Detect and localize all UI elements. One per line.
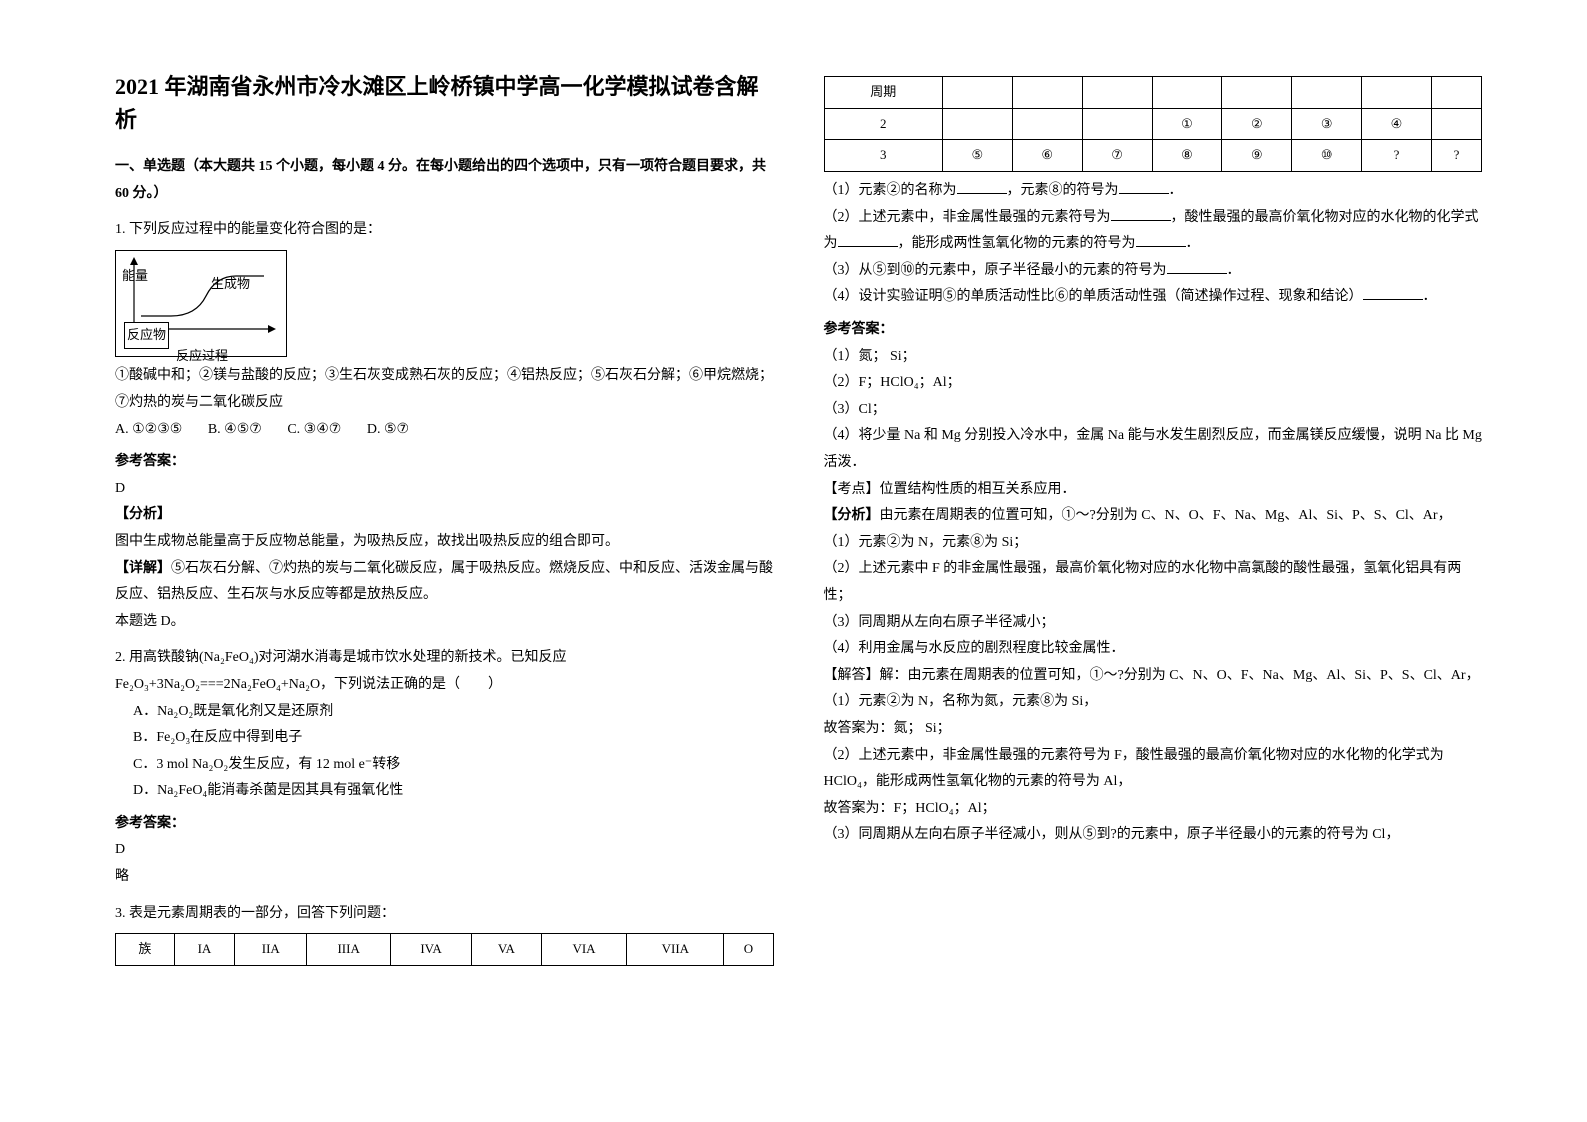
- blank: [1167, 260, 1227, 274]
- q2-answer-label: 参考答案：: [115, 811, 774, 838]
- blank: [1363, 286, 1423, 300]
- q3-part3: （3）从⑤到⑩的元素中，原子半径最小的元素的符号为．: [824, 258, 1483, 285]
- q3-fx3: （3）同周期从左向右原子半径减小；: [824, 610, 1483, 637]
- q3-fx4: （4）利用金属与水反应的剧烈程度比较金属性．: [824, 636, 1483, 663]
- q2-opt-c: C．3 mol Na₂O₂发生反应，有 12 mol e⁻转移: [133, 752, 774, 779]
- diagram-reactant: 反应物: [124, 322, 169, 349]
- q1-detail: 【详解】⑤石灰石分解、⑦灼热的炭与二氧化碳反应，属于吸热反应。燃烧反应、中和反应…: [115, 556, 774, 609]
- q3-a2: （2）F；HClO₄；Al；: [824, 370, 1483, 397]
- blank: [1119, 180, 1169, 194]
- right-column: 周期 2①②③④ 3⑤⑥⑦⑧⑨⑩?? （1）元素②的名称为，元素⑧的符号为． （…: [799, 70, 1498, 1082]
- diagram-product: 生成物: [211, 272, 250, 297]
- q1-analysis-label: 【分析】: [115, 502, 774, 529]
- q3-jd2b: 故答案为：F；HClO₄；Al；: [824, 796, 1483, 823]
- section-heading: 一、单选题（本大题共 15 个小题，每小题 4 分。在每小题给出的四个选项中，只…: [115, 154, 774, 207]
- q3-part4: （4）设计实验证明⑤的单质活动性比⑥的单质活动性强（简述操作过程、现象和结论）．: [824, 284, 1483, 311]
- q2-opt-b: B．Fe₂O₃在反应中得到电子: [133, 725, 774, 752]
- q3-stem: 3. 表是元素周期表的一部分，回答下列问题：: [115, 901, 774, 928]
- q3-a4: （4）将少量 Na 和 Mg 分别投入冷水中，金属 Na 能与水发生剧烈反应，而…: [824, 423, 1483, 476]
- q3-jd2: （2）上述元素中，非金属性最强的元素符号为 F，酸性最强的最高价氧化物对应的水化…: [824, 743, 1483, 796]
- q1-stem: 1. 下列反应过程中的能量变化符合图的是：: [115, 217, 774, 244]
- q3-fx2: （2）上述元素中 F 的非金属性最强，最高价氧化物对应的水化物中高氯酸的酸性最强…: [824, 556, 1483, 609]
- exam-title: 2021 年湖南省永州市冷水滩区上岭桥镇中学高一化学模拟试卷含解析: [115, 70, 774, 136]
- table-row: 族 IA IIA IIIA IVA VA VIA VIIA O: [116, 934, 774, 966]
- q1-options: A. ①②③⑤ B. ④⑤⑦ C. ③④⑦ D. ⑤⑦: [115, 417, 774, 444]
- table-row: 3⑤⑥⑦⑧⑨⑩??: [824, 140, 1482, 172]
- q2-answer: D: [115, 837, 774, 864]
- q3-part2: （2）上述元素中，非金属性最强的元素符号为，酸性最强的最高价氧化物对应的水化物的…: [824, 205, 1483, 258]
- periodic-table-body: 周期 2①②③④ 3⑤⑥⑦⑧⑨⑩??: [824, 76, 1483, 172]
- diagram-xlabel: 反应过程: [176, 344, 228, 369]
- q3-jd3: （3）同周期从左向右原子半径减小，则从⑤到?的元素中，原子半径最小的元素的符号为…: [824, 822, 1483, 849]
- diagram-ylabel: 能量: [122, 264, 148, 289]
- q2-opt-a: A．Na₂O₂既是氧化剂又是还原剂: [133, 699, 774, 726]
- q1-answer: D: [115, 476, 774, 503]
- q3-part1: （1）元素②的名称为，元素⑧的符号为．: [824, 178, 1483, 205]
- question-2: 2. 用高铁酸钠(Na₂FeO₄)对河湖水消毒是城市饮水处理的新技术。已知反应 …: [115, 645, 774, 890]
- q3-jd1: （1）元素②为 N，名称为氮，元素⑧为 Si，: [824, 689, 1483, 716]
- blank: [838, 233, 898, 247]
- q3-fx: 【分析】由元素在周期表的位置可知，①～?分别为 C、N、O、F、Na、Mg、Al…: [824, 503, 1483, 530]
- q1-opt-b: B. ④⑤⑦: [208, 422, 262, 437]
- q3-jd: 【解答】解：由元素在周期表的位置可知，①～?分别为 C、N、O、F、Na、Mg、…: [824, 663, 1483, 690]
- question-1: 1. 下列反应过程中的能量变化符合图的是： 能量 生成物 反应物 反应过程 ①酸…: [115, 217, 774, 635]
- energy-diagram: 能量 生成物 反应物 反应过程: [115, 250, 287, 358]
- q1-end: 本题选 D。: [115, 609, 774, 636]
- periodic-table-header: 族 IA IIA IIIA IVA VA VIA VIIA O: [115, 933, 774, 966]
- q2-skip: 略: [115, 864, 774, 891]
- table-row: 周期: [824, 77, 1482, 109]
- q3-fx1: （1）元素②为 N，元素⑧为 Si；: [824, 530, 1483, 557]
- q3-kd: 【考点】位置结构性质的相互关系应用．: [824, 477, 1483, 504]
- q3-jd1b: 故答案为：氮； Si；: [824, 716, 1483, 743]
- q1-answer-label: 参考答案：: [115, 449, 774, 476]
- blank: [957, 180, 1007, 194]
- question-3: 3. 表是元素周期表的一部分，回答下列问题： 族 IA IIA IIIA IVA…: [115, 901, 774, 966]
- q1-analysis: 图中生成物总能量高于反应物总能量，为吸热反应，故找出吸热反应的组合即可。: [115, 529, 774, 556]
- blank: [1111, 207, 1171, 221]
- q1-opt-d: D. ⑤⑦: [367, 422, 409, 437]
- q1-opt-c: C. ③④⑦: [287, 422, 341, 437]
- q3-a3: （3）Cl；: [824, 397, 1483, 424]
- q1-opt-a: A. ①②③⑤: [115, 422, 182, 437]
- q3-answer-label: 参考答案：: [824, 317, 1483, 344]
- q1-desc: ①酸碱中和；②镁与盐酸的反应；③生石灰变成熟石灰的反应；④铝热反应；⑤石灰石分解…: [115, 363, 774, 416]
- q2-stem: 2. 用高铁酸钠(Na₂FeO₄)对河湖水消毒是城市饮水处理的新技术。已知反应 …: [115, 645, 774, 698]
- q3-a1: （1）氮； Si；: [824, 344, 1483, 371]
- left-column: 2021 年湖南省永州市冷水滩区上岭桥镇中学高一化学模拟试卷含解析 一、单选题（…: [100, 70, 799, 1082]
- q2-opt-d: D．Na₂FeO₄能消毒杀菌是因其具有强氧化性: [133, 778, 774, 805]
- blank: [1136, 233, 1186, 247]
- table-row: 2①②③④: [824, 108, 1482, 140]
